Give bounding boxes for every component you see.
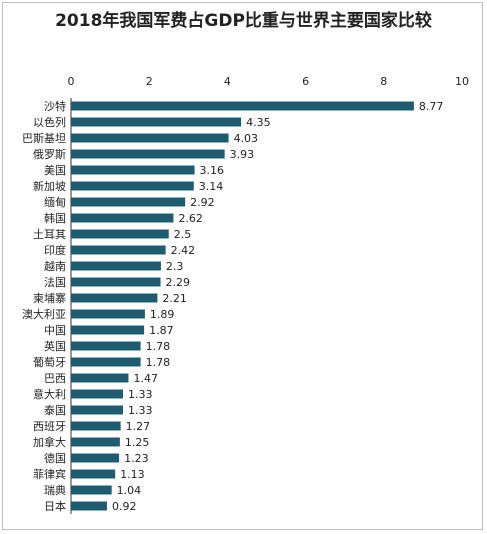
category-label: 英国 — [44, 339, 66, 353]
category-label: 沙特 — [44, 99, 66, 113]
value-label: 1.78 — [146, 356, 171, 369]
value-label: 2.3 — [166, 260, 184, 273]
value-label: 3.16 — [200, 164, 225, 177]
value-label: 2.21 — [162, 292, 187, 305]
bar — [71, 181, 194, 191]
bar — [71, 165, 195, 175]
bar — [71, 469, 116, 479]
bar — [71, 149, 225, 159]
x-tick-label: 6 — [302, 75, 309, 88]
bar — [71, 373, 129, 383]
value-label: 1.33 — [128, 404, 153, 417]
x-axis-ticks: 0 2 4 6 8 10 — [68, 75, 470, 88]
category-label: 印度 — [44, 243, 66, 257]
value-label: 1.25 — [125, 436, 150, 449]
category-label: 以色列 — [33, 115, 66, 129]
bar — [71, 277, 161, 287]
category-label: 德国 — [44, 451, 66, 465]
category-label: 中国 — [44, 324, 66, 337]
value-label: 1.23 — [124, 452, 149, 465]
category-label: 俄罗斯 — [33, 148, 66, 161]
bars — [71, 101, 414, 511]
value-label: 4.35 — [246, 116, 271, 129]
bar — [71, 229, 169, 239]
value-label: 1.33 — [128, 388, 153, 401]
value-label: 2.92 — [190, 196, 215, 209]
bar — [71, 117, 242, 127]
category-label: 泰国 — [44, 403, 66, 417]
bar — [71, 101, 414, 111]
value-label: 0.92 — [112, 500, 137, 513]
bar — [71, 213, 174, 223]
category-labels: 沙特以色列巴斯基坦俄罗斯美国新加坡缅甸韩国土耳其印度越南法国柬埔寨澳大利亚中国英… — [22, 99, 66, 513]
category-label: 柬埔寨 — [33, 291, 66, 305]
category-label: 日本 — [44, 499, 66, 513]
value-label: 1.04 — [117, 484, 142, 497]
category-label: 新加坡 — [33, 179, 66, 193]
category-label: 西班牙 — [33, 420, 66, 433]
bar — [71, 261, 161, 271]
category-label: 巴斯基坦 — [22, 131, 66, 145]
bar — [71, 405, 124, 415]
category-label: 缅甸 — [44, 195, 66, 209]
category-label: 越南 — [44, 259, 66, 273]
value-label: 2.29 — [166, 276, 191, 289]
x-tick-label: 8 — [380, 75, 387, 88]
category-label: 加拿大 — [33, 435, 66, 449]
bar — [71, 389, 124, 399]
value-label: 1.13 — [120, 468, 145, 481]
bar — [71, 325, 145, 335]
category-label: 美国 — [44, 164, 66, 177]
value-label: 2.62 — [178, 212, 203, 225]
value-label: 4.03 — [234, 132, 259, 145]
value-label: 1.78 — [146, 340, 171, 353]
bar — [71, 197, 186, 207]
category-label: 巴西 — [44, 372, 66, 385]
value-label: 1.87 — [149, 324, 174, 337]
bar — [71, 133, 229, 143]
bar — [71, 437, 120, 447]
bar — [71, 453, 120, 463]
x-tick-label: 10 — [455, 75, 469, 88]
x-tick-label: 4 — [224, 75, 231, 88]
value-label: 8.77 — [419, 100, 444, 113]
bar — [71, 421, 121, 431]
x-tick-label: 2 — [146, 75, 153, 88]
value-label: 1.47 — [133, 372, 158, 385]
bar — [71, 309, 145, 319]
category-label: 土耳其 — [33, 228, 66, 241]
category-label: 意大利 — [33, 387, 66, 401]
bar — [71, 245, 166, 255]
value-label: 1.27 — [126, 420, 151, 433]
x-tick-label: 0 — [68, 75, 75, 88]
value-label: 1.89 — [150, 308, 175, 321]
bar — [71, 293, 158, 303]
category-label: 法国 — [44, 275, 66, 289]
bar — [71, 357, 141, 367]
category-label: 澳大利亚 — [22, 307, 66, 321]
bar — [71, 341, 141, 351]
category-label: 瑞典 — [44, 483, 66, 497]
value-label: 3.14 — [199, 180, 224, 193]
bar — [71, 501, 107, 511]
value-label: 2.42 — [171, 244, 196, 257]
category-label: 菲律宾 — [33, 467, 66, 481]
category-label: 韩国 — [44, 211, 66, 225]
value-labels: 8.77 4.35 4.03 3.93 3.16 3.14 2.92 2.62 2.5 2.42 2… — [112, 100, 443, 513]
value-label: 3.93 — [230, 148, 255, 161]
bar — [71, 485, 112, 495]
category-label: 葡萄牙 — [33, 356, 66, 369]
chart-title: 2018年我国军费占GDP比重与世界主要国家比较 — [55, 11, 432, 31]
value-label: 2.5 — [174, 228, 192, 241]
